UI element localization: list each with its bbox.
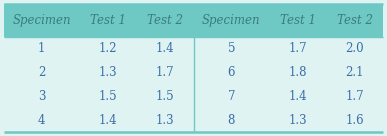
Text: 1.6: 1.6 (345, 114, 364, 126)
Text: 7: 7 (228, 90, 235, 103)
Text: 2: 2 (38, 66, 46, 79)
Text: 1.7: 1.7 (345, 90, 364, 103)
Text: Test 1: Test 1 (90, 14, 126, 27)
Text: 1.4: 1.4 (156, 42, 175, 55)
Text: 1.5: 1.5 (156, 90, 175, 103)
Text: 6: 6 (228, 66, 235, 79)
Text: 4: 4 (38, 114, 46, 126)
Text: 1.7: 1.7 (288, 42, 307, 55)
Text: 1.8: 1.8 (289, 66, 307, 79)
Text: 1.4: 1.4 (288, 90, 307, 103)
Text: Test 2: Test 2 (147, 14, 183, 27)
Text: Test 2: Test 2 (337, 14, 373, 27)
Text: 1.3: 1.3 (288, 114, 307, 126)
Bar (4, 4, 383, 37)
Text: 1.5: 1.5 (99, 90, 118, 103)
Text: 8: 8 (228, 114, 235, 126)
Text: Specimen: Specimen (12, 14, 71, 27)
Text: 1.4: 1.4 (99, 114, 118, 126)
Text: 3: 3 (38, 90, 46, 103)
Text: 1.3: 1.3 (156, 114, 175, 126)
Text: 1.2: 1.2 (99, 42, 117, 55)
Text: 1.3: 1.3 (99, 66, 118, 79)
Text: 2.1: 2.1 (346, 66, 364, 79)
Text: Test 1: Test 1 (280, 14, 316, 27)
Text: 1: 1 (38, 42, 46, 55)
Text: 5: 5 (228, 42, 235, 55)
Text: Specimen: Specimen (202, 14, 261, 27)
Text: 2.0: 2.0 (345, 42, 364, 55)
Text: 1.7: 1.7 (156, 66, 175, 79)
